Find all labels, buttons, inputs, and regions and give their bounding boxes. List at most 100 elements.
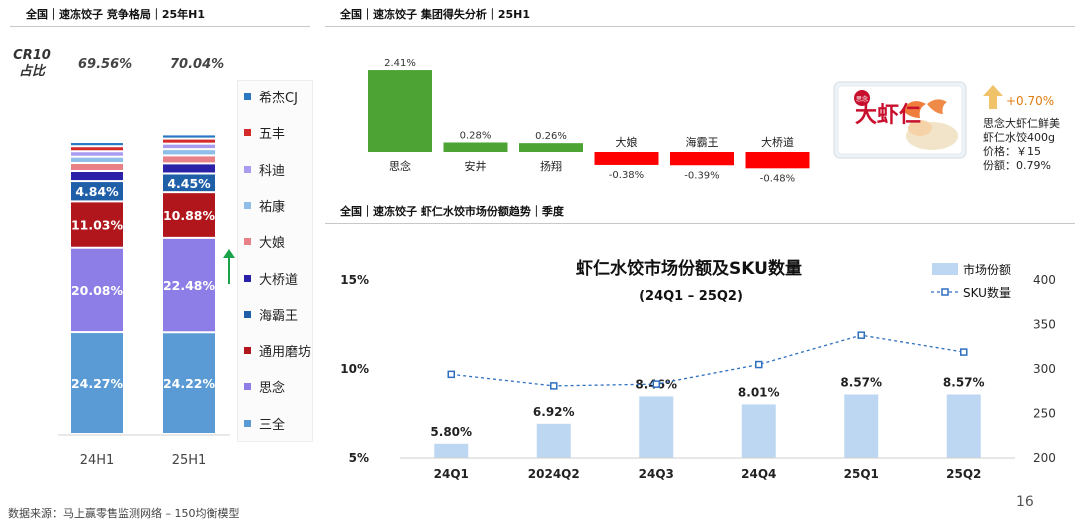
cr10-value-24h1: 69.56% xyxy=(78,57,133,72)
legend-label: 通用磨坊 xyxy=(259,345,312,361)
product-info: 思念大虾仁鲜美 虾仁水饺400g 价格：￥15 份额：0.79% xyxy=(983,117,1060,173)
gain-bar-4 xyxy=(670,152,734,166)
legend-label: 大娘 xyxy=(259,236,286,252)
dumpling-package-icon: 思念 大虾仁 xyxy=(833,81,967,159)
gain-value-label-5: -0.48% xyxy=(760,173,795,184)
stack-label-0-1: 20.08% xyxy=(71,283,124,298)
left-axis-tick-0: 5% xyxy=(349,451,369,465)
cr10-label-line2: 占比 xyxy=(18,64,45,79)
legend-label: 三全 xyxy=(259,417,286,433)
package-big-text: 大虾仁 xyxy=(855,102,921,128)
legend-swatch xyxy=(244,310,251,318)
left-axis-tick-1: 10% xyxy=(340,362,369,376)
right-axis-tick-0: 200 xyxy=(1033,451,1056,465)
right-axis-tick-3: 350 xyxy=(1033,318,1056,332)
cr10-label-line1: CR10 xyxy=(13,48,51,63)
legend-item: 科迪 xyxy=(244,160,285,179)
legend-sku-marker xyxy=(941,288,949,296)
gain-value-label-4: -0.39% xyxy=(684,170,719,181)
share-bar-1 xyxy=(536,423,571,458)
legend-item: 五丰 xyxy=(244,123,285,142)
combo-category-label-0: 24Q1 xyxy=(434,467,469,481)
share-bar-label-0: 5.80% xyxy=(430,425,472,439)
legend-share-swatch xyxy=(932,263,958,275)
cr10-value-25h1: 70.04% xyxy=(170,57,225,72)
share-bar-label-1: 6.92% xyxy=(533,405,575,419)
stack-segment-1-8 xyxy=(163,139,215,143)
gain-value-label-0: 2.41% xyxy=(384,58,416,69)
combo-subtitle: (24Q1 – 25Q2) xyxy=(639,289,743,304)
left-section-title: 全国｜速冻饺子 竞争格局｜25年H1 xyxy=(26,8,205,21)
stack-segment-0-5 xyxy=(71,164,123,170)
legend-swatch xyxy=(244,238,251,246)
stack-segment-1-3 xyxy=(163,174,215,192)
stack-segment-0-7 xyxy=(71,152,123,156)
sku-point-2 xyxy=(652,380,660,388)
left-axis-tick-2: 15% xyxy=(340,273,369,287)
legend-swatch xyxy=(244,347,251,355)
stacked-share-chart: 24.27% 20.08% 11.03% 4.84% 24H1 24.22% 22.48% 1… xyxy=(58,135,230,468)
product-image: 思念 大虾仁 xyxy=(832,80,972,160)
increase-arrow-icon xyxy=(223,249,235,284)
product-change-value: +0.70% xyxy=(1006,94,1055,108)
gain-category-label-3: 大娘 xyxy=(616,135,638,149)
legend-label: 海霸王 xyxy=(259,308,299,324)
stack-segment-0-1 xyxy=(71,248,123,332)
legend-label: 五丰 xyxy=(259,127,286,143)
right-axis-tick-1: 250 xyxy=(1033,407,1056,421)
product-price: 价格：￥15 xyxy=(983,145,1041,158)
stack-label-0-3: 4.84% xyxy=(75,184,119,199)
brand-legend: 希杰CJ 五丰 科迪 祐康 大娘 大桥道 海霸王 通用磨坊 思念 三全 xyxy=(237,80,313,442)
left-title-rule xyxy=(10,26,310,27)
combo-category-label-2: 24Q3 xyxy=(639,467,674,481)
product-share: 份额：0.79% xyxy=(983,159,1051,172)
gain-category-label-2: 扬翔 xyxy=(540,159,562,173)
stack-label-1-1: 22.48% xyxy=(163,278,216,293)
sku-line xyxy=(451,334,964,387)
stack-label-1-3: 4.45% xyxy=(167,176,211,191)
gain-value-label-1: 0.28% xyxy=(460,130,492,141)
legend-swatch xyxy=(244,419,251,427)
gain-category-label-0: 思念 xyxy=(389,159,411,173)
stack-segment-1-1 xyxy=(163,238,215,332)
stack-segment-0-6 xyxy=(71,157,123,163)
legend-item: 祐康 xyxy=(244,196,285,215)
stack-label-0-0: 24.27% xyxy=(71,376,124,391)
stack-segment-0-2 xyxy=(71,202,123,247)
shrimp-dumpling-combo-chart: 虾仁水饺市场份额及SKU数量 (24Q1 – 25Q2) 5% 10% 15% 200 25… xyxy=(340,258,1056,481)
legend-swatch xyxy=(244,165,251,173)
stack-segment-1-6 xyxy=(163,150,215,155)
share-bar-label-5: 8.57% xyxy=(943,375,985,389)
combo-title: 虾仁水饺市场份额及SKU数量 xyxy=(576,258,802,279)
gain-category-label-5: 大桥道 xyxy=(761,135,794,149)
page-number: 16 xyxy=(1016,494,1034,510)
share-bar-label-3: 8.01% xyxy=(738,385,780,399)
share-bar-3 xyxy=(741,404,776,458)
product-up-arrow-icon xyxy=(983,85,1003,109)
legend-item: 海霸王 xyxy=(244,305,298,324)
legend-label: 科迪 xyxy=(259,163,286,179)
gain-category-label-4: 海霸王 xyxy=(686,135,719,149)
legend-label: 希杰CJ xyxy=(259,91,298,106)
bottom-right-title-rule xyxy=(325,223,1075,224)
combo-category-label-5: 25Q2 xyxy=(946,467,981,481)
share-bar-4 xyxy=(844,394,879,458)
legend-item: 思念 xyxy=(244,377,285,396)
product-name-line1: 思念大虾仁鲜美 xyxy=(983,117,1060,130)
bottom-right-section-title: 全国｜速冻饺子 虾仁水饺市场份额趋势｜季度 xyxy=(340,205,564,218)
right-axis-tick-2: 300 xyxy=(1033,362,1056,376)
stack-label-0-2: 11.03% xyxy=(71,218,124,233)
stack-segment-0-9 xyxy=(71,143,123,146)
package-brand-text: 思念 xyxy=(856,95,868,103)
gain-bar-2 xyxy=(519,143,583,152)
share-bar-5 xyxy=(946,394,981,458)
legend-item: 通用磨坊 xyxy=(244,341,311,360)
legend-swatch xyxy=(244,129,251,137)
stack-segment-0-3 xyxy=(71,182,123,201)
legend-swatch xyxy=(244,93,251,100)
sku-point-0 xyxy=(447,370,455,379)
gain-bar-1 xyxy=(443,142,508,152)
legend-item: 大娘 xyxy=(244,232,285,251)
combo-category-label-1: 2024Q2 xyxy=(528,467,580,481)
sku-point-4 xyxy=(857,331,865,339)
